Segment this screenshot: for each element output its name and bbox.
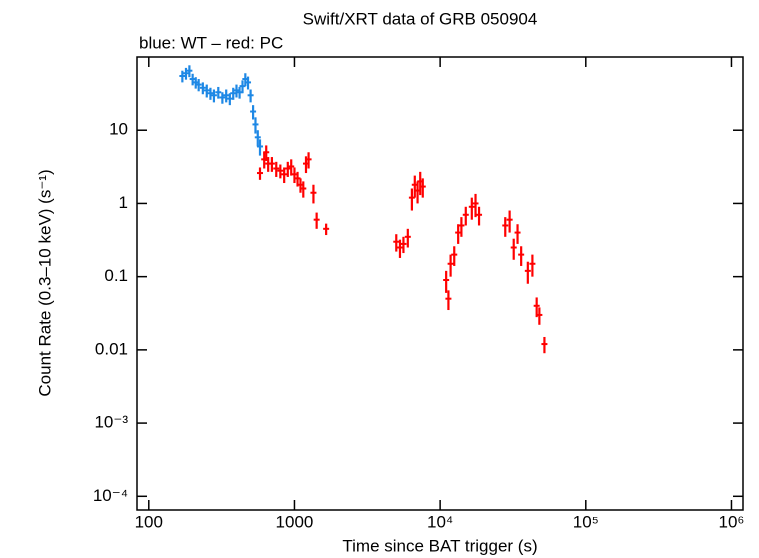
x-tick-label: 100 xyxy=(135,512,163,531)
y-tick-label: 10⁻³ xyxy=(94,413,128,432)
y-tick-label: 10⁻⁴ xyxy=(93,486,128,505)
y-tick-label: 0.1 xyxy=(104,266,128,285)
x-tick-label: 10⁵ xyxy=(573,512,599,531)
y-tick-label: 10 xyxy=(109,120,128,139)
y-axis-label: Count Rate (0.3–10 keV) (s⁻¹) xyxy=(35,169,54,396)
chart-title: Swift/XRT data of GRB 050904 xyxy=(303,9,538,28)
x-axis-label: Time since BAT trigger (s) xyxy=(342,536,537,555)
y-tick-label: 0.01 xyxy=(95,339,128,358)
chart-subtitle: blue: WT – red: PC xyxy=(139,33,283,52)
y-tick-label: 1 xyxy=(119,193,128,212)
plot-frame xyxy=(136,56,744,511)
x-tick-label: 10⁶ xyxy=(719,512,745,531)
x-tick-label: 1000 xyxy=(276,512,314,531)
x-tick-label: 10⁴ xyxy=(427,512,453,531)
